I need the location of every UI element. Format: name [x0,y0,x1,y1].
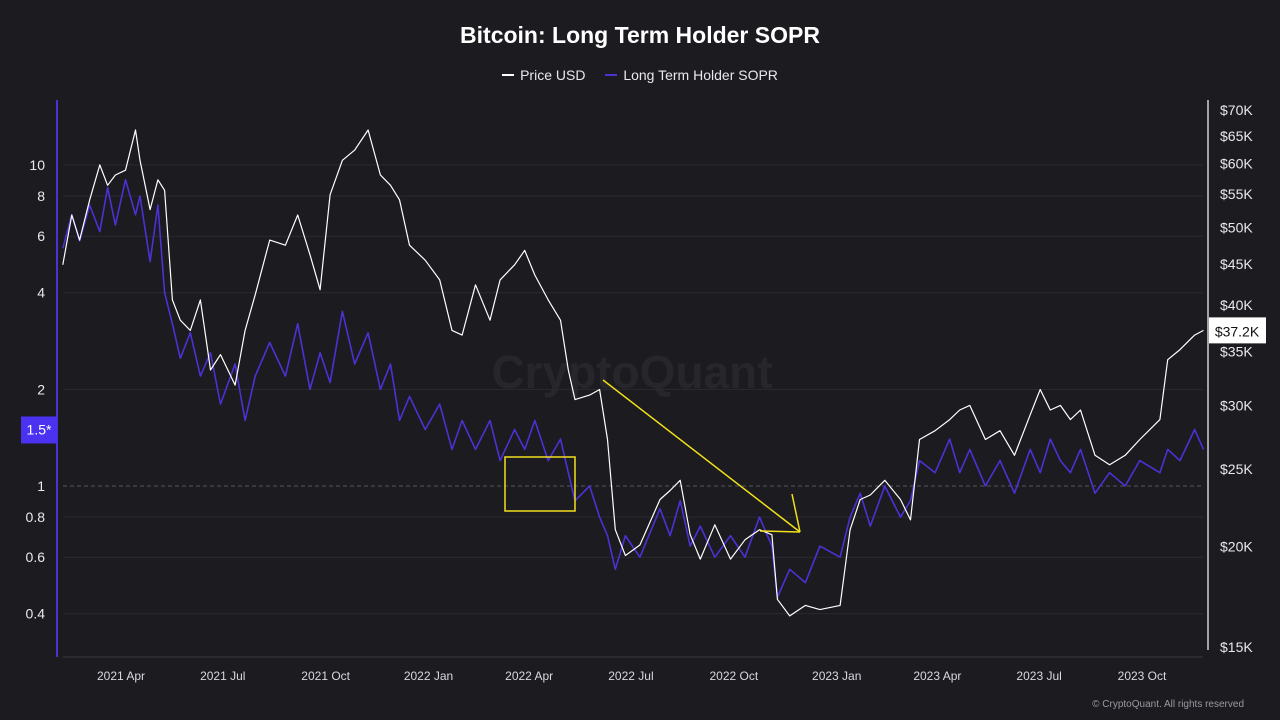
x-tick-label: 2023 Oct [1118,669,1167,683]
right-tick-label: $20K [1220,539,1253,555]
x-tick-label: 2023 Jan [812,669,861,683]
last-price-label: $37.2K [1215,323,1260,339]
copyright: © CryptoQuant. All rights reserved [1092,699,1244,710]
x-tick-label: 2022 Jul [608,669,653,683]
left-tick-label: 6 [37,228,45,244]
last-price-badge [1209,317,1266,344]
right-tick-label: $40K [1220,297,1253,313]
left-tick-label: 0.4 [26,606,46,622]
annotation-box [504,456,576,512]
right-tick-label: $50K [1220,219,1253,235]
left-tick-label: 2 [37,381,45,397]
chart-title: Bitcoin: Long Term Holder SOPR [460,22,820,48]
left-tick-label: 0.6 [26,549,46,565]
lth-sopr-line [62,178,1205,599]
x-tick-label: 2021 Jul [200,669,245,683]
right-tick-label: $55K [1220,186,1253,202]
right-tick-label: $70K [1220,102,1253,118]
right-tick-label: $35K [1220,344,1253,360]
x-tick-label: 2022 Jan [404,669,453,683]
series-lines [62,129,1205,617]
legend-swatch-price [502,74,515,76]
legend-swatch-sopr [605,74,618,76]
x-tick-label: 2021 Oct [301,669,350,683]
annotations [504,379,801,533]
annotation-arrowhead-2 [759,530,801,533]
legend-item-sopr[interactable]: Long Term Holder SOPR [605,67,778,83]
legend: Price USD Long Term Holder SOPR [0,63,1280,83]
right-tick-label: $15K [1220,639,1253,655]
annotation-arrow [602,379,801,533]
axes: 10 8 6 4 2 1 0.8 0.6 0.4 1.5* $70K $65K $60K $55K $50K… [21,100,1266,683]
right-tick-label: $65K [1220,128,1253,144]
right-tick-label: $25K [1220,461,1253,477]
x-tick-label: 2023 Jul [1016,669,1061,683]
left-tick-label: 8 [37,188,45,204]
left-tick-label: 4 [37,285,45,301]
left-tick-label: 0.8 [26,509,46,525]
x-tick-label: 2022 Oct [709,669,758,683]
x-tick-label: 2022 Apr [505,669,553,683]
left-tick-label: 1 [37,478,45,494]
annotation-arrowhead-1 [791,493,801,533]
watermark: CryptoQuant [491,346,772,398]
price-usd-line [62,129,1204,617]
left-marker-badge [21,416,57,444]
left-marker-label: 1.5* [27,421,52,437]
x-tick-label: 2021 Apr [97,669,145,683]
right-tick-label: $60K [1220,156,1253,172]
right-tick-label: $30K [1220,397,1253,413]
legend-label-price: Price USD [520,67,586,83]
legend-item-price[interactable]: Price USD [502,67,585,83]
left-tick-label: 10 [29,157,45,173]
right-tick-label: $45K [1220,256,1253,272]
legend-label-sopr: Long Term Holder SOPR [623,67,778,83]
x-tick-label: 2023 Apr [913,669,961,683]
